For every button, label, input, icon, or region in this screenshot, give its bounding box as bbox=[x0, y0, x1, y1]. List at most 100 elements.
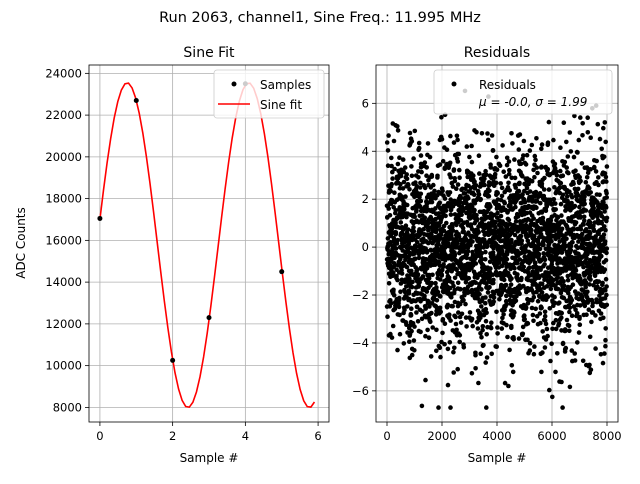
residual-point bbox=[448, 133, 453, 139]
residual-point bbox=[409, 284, 415, 290]
residual-point bbox=[447, 285, 453, 291]
y-tick-label: 20000 bbox=[45, 150, 82, 164]
residual-point bbox=[518, 233, 524, 239]
residual-point bbox=[531, 351, 537, 357]
residual-point bbox=[569, 297, 575, 303]
residual-point bbox=[600, 280, 605, 286]
residual-point bbox=[578, 215, 583, 220]
residual-point bbox=[488, 204, 493, 209]
residual-point bbox=[563, 345, 569, 351]
residual-point bbox=[588, 135, 593, 140]
residual-point bbox=[384, 140, 390, 145]
residual-point bbox=[493, 219, 498, 225]
residual-point bbox=[451, 263, 456, 268]
residual-point bbox=[503, 174, 509, 179]
residual-point bbox=[386, 133, 391, 138]
sample-point bbox=[133, 97, 139, 103]
residual-point bbox=[601, 200, 606, 205]
residual-point bbox=[523, 247, 528, 253]
residual-point bbox=[436, 405, 441, 410]
residual-point bbox=[395, 277, 400, 283]
residual-point bbox=[470, 239, 475, 244]
residual-point bbox=[555, 215, 561, 220]
residual-point bbox=[542, 313, 548, 319]
residual-point bbox=[583, 227, 589, 232]
residual-point bbox=[442, 341, 447, 347]
residual-point bbox=[599, 253, 604, 259]
sine-fit-ylabel: ADC Counts bbox=[14, 207, 28, 279]
residual-point bbox=[391, 270, 396, 276]
residual-point bbox=[534, 205, 539, 211]
residual-point bbox=[550, 394, 555, 400]
residual-point bbox=[573, 220, 579, 225]
residual-point bbox=[459, 212, 464, 217]
residual-point bbox=[604, 292, 609, 298]
residual-point bbox=[504, 264, 509, 270]
residual-point bbox=[509, 323, 514, 329]
residual-point bbox=[557, 185, 562, 190]
residual-point bbox=[422, 215, 428, 220]
residual-point bbox=[445, 382, 451, 388]
residual-point bbox=[569, 313, 575, 319]
residual-point bbox=[409, 139, 415, 144]
residual-point bbox=[473, 261, 479, 266]
residual-point bbox=[527, 148, 533, 153]
residual-point bbox=[603, 139, 608, 145]
residual-point bbox=[587, 362, 592, 368]
residual-point bbox=[405, 227, 411, 232]
residual-point bbox=[395, 347, 400, 353]
residual-point bbox=[581, 198, 587, 203]
sine-fit-xlabel: Sample # bbox=[180, 451, 239, 465]
residual-point bbox=[461, 229, 467, 234]
residual-point bbox=[409, 328, 414, 334]
residual-point bbox=[409, 352, 415, 358]
residual-point bbox=[591, 202, 596, 207]
residual-point bbox=[561, 283, 567, 288]
residual-point bbox=[469, 316, 475, 322]
residual-point bbox=[521, 153, 526, 158]
residual-point bbox=[532, 174, 537, 180]
residual-point bbox=[539, 305, 544, 311]
residual-point bbox=[420, 274, 426, 279]
residual-point bbox=[596, 175, 601, 180]
residual-point bbox=[435, 272, 441, 277]
residual-point bbox=[428, 319, 433, 325]
residual-point bbox=[588, 277, 593, 282]
residual-point bbox=[555, 274, 560, 280]
residual-point bbox=[570, 282, 576, 288]
residual-point bbox=[540, 329, 545, 334]
residual-point bbox=[522, 188, 527, 194]
residual-point bbox=[439, 115, 444, 120]
residual-point bbox=[589, 319, 594, 325]
residual-point bbox=[439, 137, 445, 142]
residual-point bbox=[603, 205, 609, 210]
residual-point bbox=[471, 192, 477, 197]
residual-point bbox=[578, 178, 583, 184]
residual-point bbox=[429, 174, 435, 179]
sine-fit-series bbox=[99, 82, 316, 409]
residual-point bbox=[601, 232, 607, 237]
residual-point bbox=[424, 165, 430, 170]
residual-point bbox=[499, 248, 505, 254]
residual-point bbox=[570, 239, 575, 245]
residual-point bbox=[425, 327, 430, 333]
figure-title: Run 2063, channel1, Sine Freq.: 11.995 M… bbox=[159, 10, 481, 26]
residual-point bbox=[513, 185, 518, 190]
residual-point bbox=[415, 267, 420, 272]
residual-point bbox=[602, 267, 608, 272]
residual-point bbox=[504, 155, 510, 161]
residual-point bbox=[550, 326, 555, 332]
residual-point bbox=[495, 190, 501, 196]
residual-point bbox=[483, 300, 488, 306]
residual-point bbox=[595, 121, 601, 127]
residual-point bbox=[599, 146, 604, 152]
residual-point bbox=[585, 130, 591, 135]
residual-point bbox=[398, 281, 404, 286]
residual-point bbox=[582, 194, 587, 199]
residual-point bbox=[582, 303, 588, 309]
residual-point bbox=[416, 145, 422, 151]
residual-point bbox=[416, 175, 421, 180]
residual-point bbox=[521, 264, 526, 270]
residual-point bbox=[423, 333, 428, 339]
residual-point bbox=[543, 208, 549, 213]
